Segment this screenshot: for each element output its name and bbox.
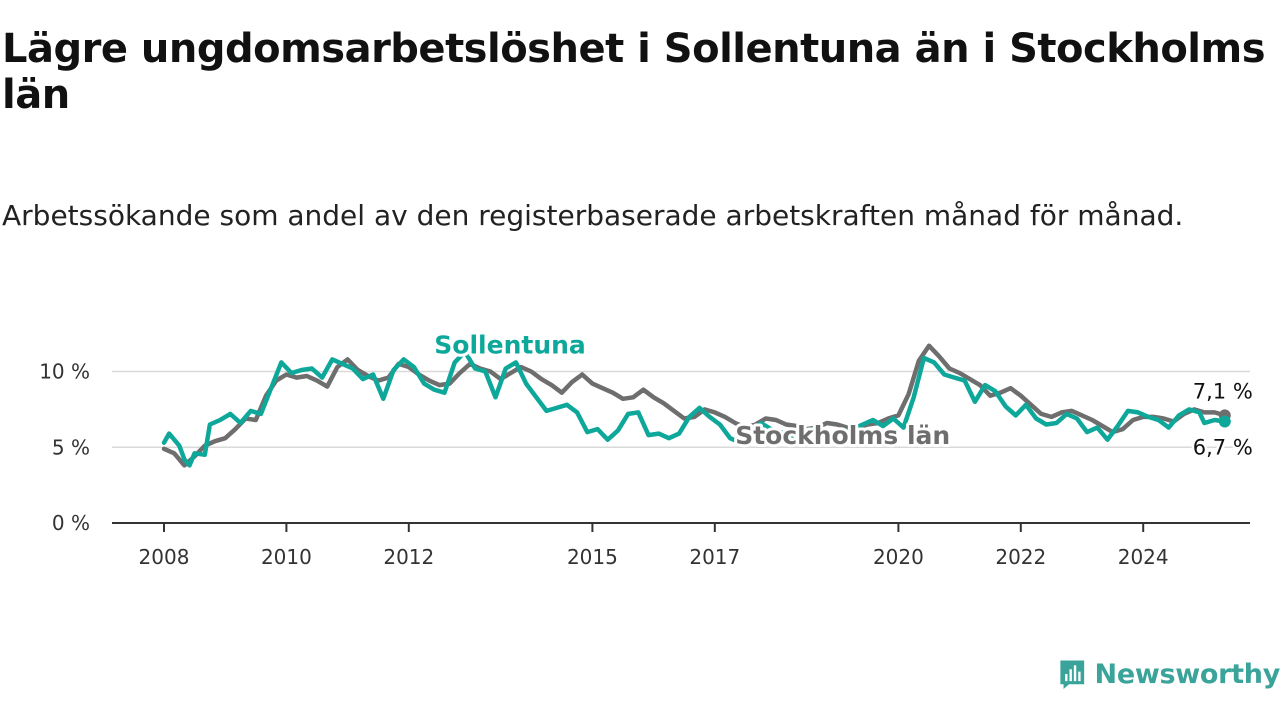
y-tick-label: 5 % <box>52 435 90 459</box>
series-labels: Stockholms län Sollentuna 7,1 % 6,7 % <box>431 327 1255 462</box>
brand-name: Newsworthy <box>1094 658 1280 690</box>
series-layer <box>161 343 1231 468</box>
series-line-sollentuna <box>161 349 1228 468</box>
x-tick-label: 2024 <box>1118 545 1169 569</box>
y-tick-label: 10 % <box>39 360 90 384</box>
series-endpoint <box>1218 415 1231 428</box>
x-tick-label: 2010 <box>261 545 312 569</box>
x-tick-label: 2020 <box>873 545 924 569</box>
chart-title: Lägre ungdomsarbetslöshet i Sollentuna ä… <box>2 26 1266 118</box>
x-axis: 2008 2010 2012 2015 2017 2020 2022 2024 <box>112 522 1250 569</box>
grid-layer: 0 % 5 % 10 % <box>39 360 1250 535</box>
x-tick-label: 2008 <box>139 545 190 569</box>
end-value-label: 6,7 % <box>1193 435 1253 459</box>
y-tick-label: 0 % <box>52 511 90 535</box>
end-value-label: 7,1 % <box>1193 379 1253 403</box>
series-label: Stockholms län <box>735 421 950 450</box>
brand-logo[interactable]: Newsworthy <box>1058 654 1280 694</box>
x-tick-label: 2017 <box>689 545 740 569</box>
series-label: Sollentuna <box>434 330 586 359</box>
x-tick-label: 2012 <box>383 545 434 569</box>
x-tick-label: 2022 <box>995 545 1046 569</box>
x-tick-label: 2015 <box>567 545 618 569</box>
chart-subtitle: Arbetssökande som andel av den registerb… <box>2 199 1184 232</box>
line-chart: 0 %5 %10 % 2008 2010 2012 2015 2017 2020 2022 2… <box>39 327 1255 569</box>
newsworthy-logo-icon <box>1060 660 1085 690</box>
